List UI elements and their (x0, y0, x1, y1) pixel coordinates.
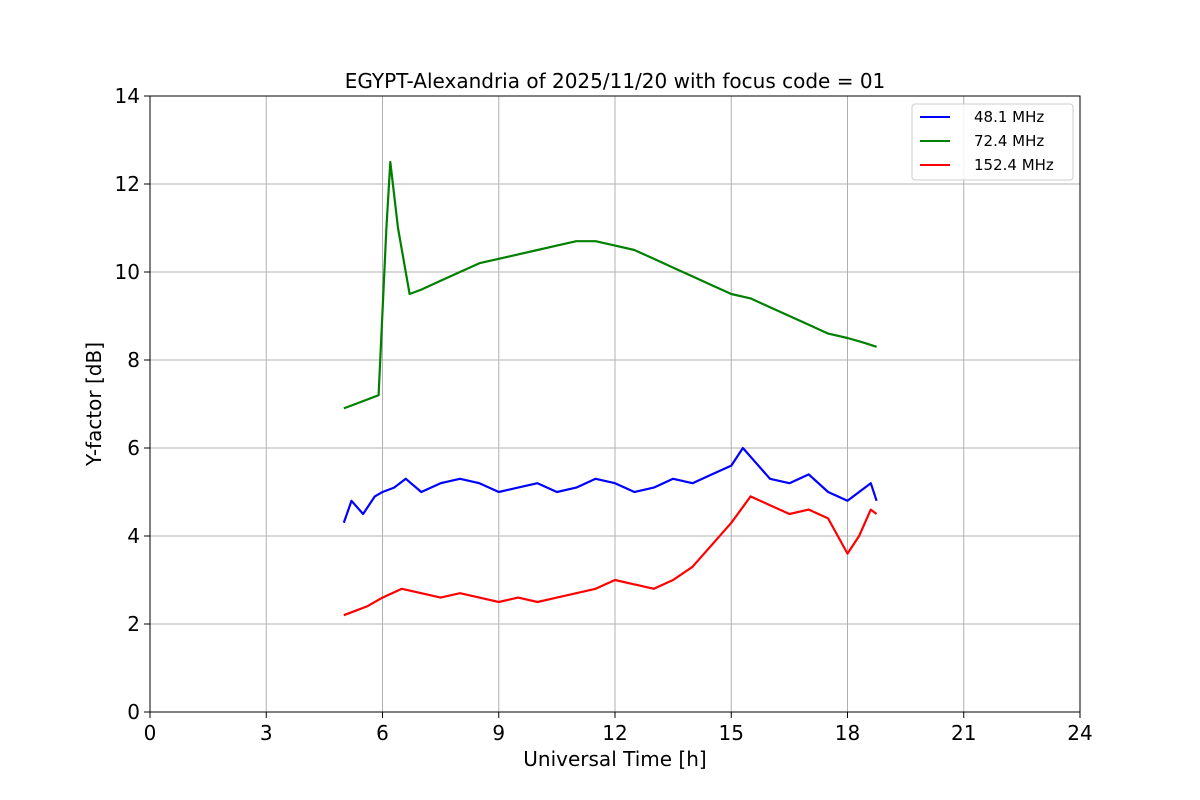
y-tick-label: 14 (115, 84, 140, 108)
y-axis-label: Y-factor [dB] (82, 342, 106, 467)
y-tick-label: 0 (127, 700, 140, 724)
x-tick-label: 21 (951, 721, 976, 745)
x-tick-label: 15 (719, 721, 744, 745)
y-tick-label: 12 (115, 172, 140, 196)
legend-box (911, 103, 1074, 181)
legend-label: 72.4 MHz (974, 132, 1044, 150)
y-tick-label: 10 (115, 260, 140, 284)
x-tick-label: 9 (492, 721, 505, 745)
legend-label: 48.1 MHz (974, 108, 1044, 126)
y-tick-label: 6 (127, 436, 140, 460)
y-tick-label: 2 (127, 612, 140, 636)
chart-title: EGYPT-Alexandria of 2025/11/20 with focu… (345, 69, 886, 93)
x-tick-label: 0 (144, 721, 157, 745)
series-line-48-1-mhz (342, 446, 878, 524)
series-line-72-4-mhz (343, 160, 877, 410)
x-axis-label: Universal Time [h] (523, 747, 706, 771)
legend: 48.1 MHz 72.4 MHz 152.4 MHz (911, 103, 1074, 181)
x-tick-label: 24 (1067, 721, 1092, 745)
x-tick-label: 3 (260, 721, 273, 745)
series-layer (342, 160, 878, 617)
x-tick-label: 6 (376, 721, 389, 745)
x-tick-label: 12 (602, 721, 627, 745)
series-line-152-4-mhz (343, 495, 878, 617)
y-tick-label: 4 (127, 524, 140, 548)
y-tick-label: 8 (127, 348, 140, 372)
x-tick-label: 18 (835, 721, 860, 745)
legend-label: 152.4 MHz (974, 156, 1054, 174)
